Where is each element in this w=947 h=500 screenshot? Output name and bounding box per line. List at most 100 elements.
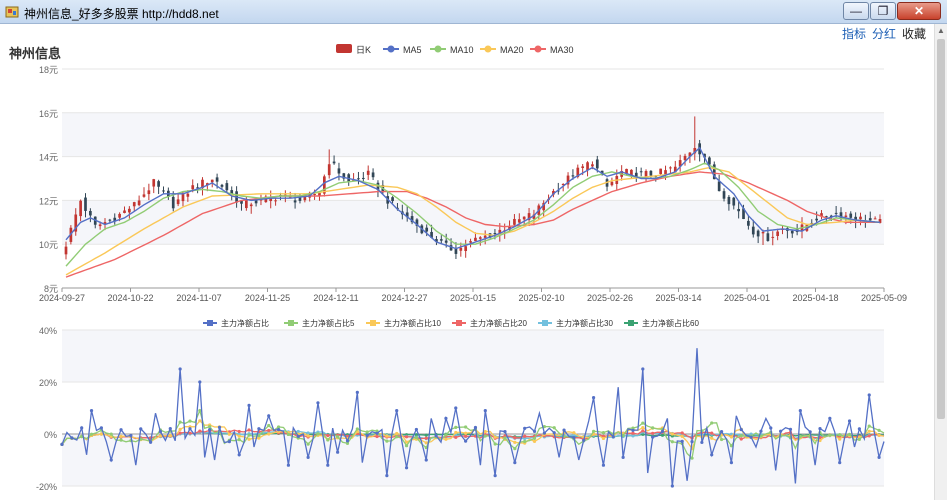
minimize-button[interactable]: — [843,2,869,20]
candle-body [790,230,794,234]
flow-ma5-point [355,427,359,431]
flow-main-point [621,455,625,459]
candle-body [240,200,243,204]
top-links: 指标 分红 收藏 [842,25,926,42]
flow-ma10-point [424,441,428,445]
maximize-button[interactable]: ❐ [870,2,896,20]
candle-body [254,200,258,204]
flow-ma5-point [513,447,517,451]
flow-main-point [779,429,783,433]
price-legend-label: MA30 [550,45,574,55]
candle-body [815,218,818,221]
candle-body [742,208,745,220]
scroll-up-icon[interactable]: ▲ [937,26,945,35]
flow-legend-label: 主力净额占比60 [642,318,699,328]
flow-ma5-point [710,421,714,425]
flow-ma10-point [670,432,674,436]
flow-ma20-point [198,429,202,433]
ma30-line [65,171,880,278]
candle-body [761,231,765,234]
flow-ma10-point [493,435,497,439]
candle-body [391,197,394,202]
close-icon: ✕ [913,4,925,18]
price-x-tick-label: 2025-02-10 [518,293,564,303]
flow-ma5-point [365,430,369,434]
flow-ma20-point [631,431,635,435]
flow-ma20-point [188,431,192,435]
flow-main-point [237,453,241,457]
flow-legend-label: 主力净额占比5 [302,318,355,328]
flow-main-point [631,428,635,432]
flow-ma5-point [267,423,271,428]
flow-main-point [99,426,103,430]
candle-body [566,175,570,185]
flow-ma60-point [424,433,428,437]
candle-body [829,215,833,218]
flow-ma10-point [306,434,310,438]
flow-ma30-point [631,434,635,438]
candle-body [532,214,536,219]
flow-ma20-point [513,436,517,440]
ma20-line [65,166,881,276]
flow-legend-square-icon [370,320,376,326]
flow-main-point [788,427,793,431]
candle-body [478,237,482,239]
legend-ma-dot-icon [534,45,542,53]
flow-ma20-point [464,434,468,438]
flow-ma20-point [739,437,743,441]
flow-ma5-point [404,444,409,448]
price-x-tick-label: 2024-09-27 [39,293,85,303]
flow-main-point [818,426,822,431]
flow-main-point [867,393,871,397]
price-legend-label: 日K [356,45,371,55]
candle-body [571,175,575,177]
flow-legend-label: 主力净额占比 [221,318,269,328]
flow-main-point [444,416,448,420]
flow-ma5-point [552,426,556,430]
candle-body [683,155,687,161]
candle-body [727,196,731,205]
flow-main-point [710,453,714,457]
candle-body [162,190,165,192]
candle-body [371,172,375,178]
candle-body [415,219,419,226]
candle-body [435,239,438,242]
legend-ma-dot-icon [434,45,442,53]
candle-body [513,218,516,225]
flow-ma20-point [523,434,527,438]
flow-ma20-point [454,435,458,439]
candle-body [634,172,638,178]
maximize-icon: ❐ [877,4,889,18]
vertical-scrollbar[interactable]: ▲ [934,24,947,500]
flow-ma5-point [276,425,281,429]
scroll-thumb[interactable] [937,39,945,419]
flow-ma5-point [719,437,724,442]
candle-body [342,173,346,179]
candle-body [191,185,195,190]
candle-body [64,246,68,255]
flow-ma5-point [523,439,527,444]
candle-body [430,231,433,238]
indicator-link[interactable]: 指标 [841,27,866,41]
candle-body [751,226,755,235]
candle-body [405,212,409,218]
flow-ma20-point [651,431,655,435]
dividend-link[interactable]: 分红 [871,27,896,41]
flow-ma5-point [739,434,743,438]
candle-body [118,213,121,218]
flow-main-point [434,434,438,438]
candle-body [625,168,628,174]
flow-ma10-point [601,436,606,441]
candle-body [288,196,292,198]
favorite-link[interactable]: 收藏 [901,27,926,41]
flow-ma60-point [641,432,645,436]
flow-ma10-point [267,432,271,436]
flow-ma10-point [385,434,389,438]
flow-main-point [247,403,251,407]
close-button[interactable]: ✕ [897,2,941,20]
flow-ma30-point [296,429,300,434]
price-y-tick-label: 16元 [39,109,58,119]
candle-body [712,164,716,180]
flow-main-point [454,406,458,410]
flow-ma5-point [385,439,389,443]
